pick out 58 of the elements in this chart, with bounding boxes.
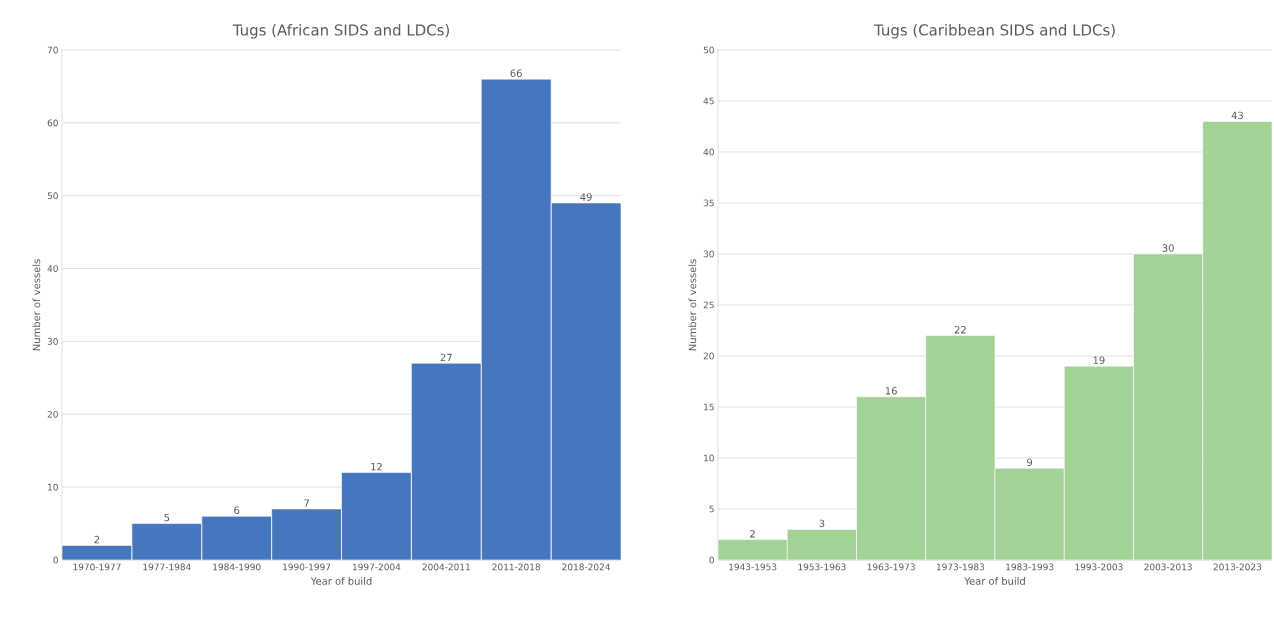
data-label: 19 (1093, 356, 1105, 364)
x-tick-label: 2003-2013 (1144, 563, 1192, 571)
data-label: 49 (580, 193, 592, 201)
y-tick-label: 10 (704, 454, 714, 462)
y-tick-label: 10 (48, 483, 58, 491)
data-label: 2 (94, 535, 100, 544)
data-label: 66 (510, 69, 522, 77)
x-tick-label: 1984-1990 (213, 563, 261, 571)
bar (550, 202, 622, 560)
x-tick-label: 1977-1984 (143, 563, 191, 571)
y-tick-label: 50 (703, 46, 714, 54)
y-tick-label: 5 (709, 505, 714, 513)
x-tick-label: 1990-1997 (283, 563, 331, 571)
chart-title: Tugs (African SIDS and LDCs) (232, 24, 449, 39)
data-label: 43 (1231, 111, 1243, 120)
x-tick-label: 2018-2024 (562, 563, 610, 571)
x-tick-label: 2011-2018 (492, 563, 541, 571)
y-axis-title: Number of vessels (688, 259, 697, 351)
x-tick-label: 2004-2011 (422, 563, 470, 571)
chart-title: Tugs (Caribbean SIDS and LDCs) (873, 24, 1115, 39)
y-tick-label: 25 (703, 301, 714, 309)
y-tick-label: 40 (703, 148, 714, 156)
data-label: 6 (234, 506, 240, 515)
y-tick-label: 70 (47, 46, 58, 54)
y-tick-label: 15 (704, 403, 714, 411)
x-tick-label: 1970-1977 (73, 563, 121, 571)
y-tick-label: 35 (703, 199, 714, 207)
y-tick-label: 60 (47, 119, 58, 127)
data-label: 9 (1027, 458, 1033, 466)
x-tick-label: 1953-1963 (798, 563, 846, 571)
data-label: 12 (371, 462, 382, 471)
x-tick-label: 1973-1983 (936, 563, 985, 571)
data-label: 27 (440, 353, 452, 362)
y-tick-label: 30 (47, 338, 58, 345)
x-tick-label: 1943-1953 (729, 563, 777, 571)
x-tick-label: 2013-2023 (1213, 563, 1262, 571)
y-tick-label: 50 (47, 192, 58, 200)
data-label: 22 (954, 325, 966, 334)
data-label: 3 (819, 519, 825, 528)
data-label: 16 (885, 387, 897, 395)
y-tick-label: 0 (709, 556, 714, 564)
y-axis-title: Number of vessels (32, 259, 41, 351)
x-tick-label: 1997-2004 (353, 563, 401, 571)
y-tick-label: 20 (47, 410, 58, 418)
x-tick-label: 1983-1993 (1006, 563, 1054, 571)
y-tick-label: 45 (703, 97, 714, 105)
x-axis-title: Year of build (964, 577, 1025, 585)
x-tick-label: 1993-2003 (1075, 563, 1123, 571)
x-tick-label: 1963-1973 (867, 563, 915, 571)
data-label: 2 (750, 529, 755, 538)
y-tick-label: 20 (703, 352, 714, 360)
y-tick-label: 0 (53, 556, 58, 564)
data-label: 30 (1162, 244, 1174, 252)
data-label: 5 (164, 513, 170, 522)
y-tick-label: 30 (703, 250, 714, 258)
x-axis-title: Year of build (310, 577, 372, 585)
y-tick-label: 40 (47, 265, 58, 272)
data-label: 7 (304, 499, 309, 507)
